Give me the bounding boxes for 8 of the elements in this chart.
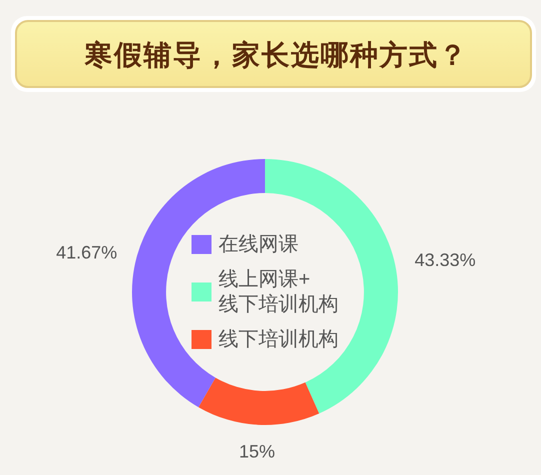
legend-label: 线上网课+ 线下培训机构 — [218, 268, 338, 316]
legend-label: 在线网课 — [218, 234, 298, 256]
data-label: 15% — [239, 442, 276, 462]
donut-slice — [198, 378, 320, 425]
data-label: 41.67% — [56, 242, 118, 262]
legend-label: 线下培训机构 — [218, 328, 338, 350]
chart-title: 寒假辅导，家长选哪种方式？ — [83, 40, 468, 70]
data-label: 43.33% — [414, 250, 476, 270]
